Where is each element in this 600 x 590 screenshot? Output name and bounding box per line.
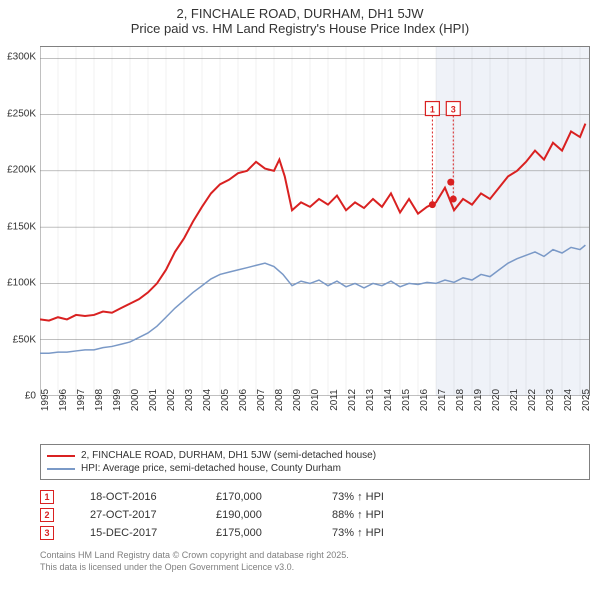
x-tick-label: 2024: [563, 389, 574, 411]
annotation-price: £175,000: [216, 527, 296, 539]
x-axis: 1995199619971998199920002001200220032004…: [40, 396, 590, 444]
annotation-date: 18-OCT-2016: [90, 491, 180, 503]
chart-svg: 13: [40, 47, 589, 396]
x-tick-label: 2000: [130, 389, 141, 411]
x-tick-label: 2011: [329, 389, 340, 411]
legend: 2, FINCHALE ROAD, DURHAM, DH1 5JW (semi-…: [40, 444, 590, 480]
x-tick-label: 2025: [581, 389, 592, 411]
footer-line1: Contains HM Land Registry data © Crown c…: [40, 550, 590, 562]
x-tick-label: 2023: [545, 389, 556, 411]
legend-row: 2, FINCHALE ROAD, DURHAM, DH1 5JW (semi-…: [47, 449, 583, 462]
x-tick-label: 2022: [527, 389, 538, 411]
x-tick-label: 2013: [365, 389, 376, 411]
x-tick-label: 2017: [437, 389, 448, 411]
marker-num-1: 1: [430, 105, 435, 115]
annotation-pct: 88% ↑ HPI: [332, 509, 384, 521]
x-tick-label: 2018: [455, 389, 466, 411]
title-address: 2, FINCHALE ROAD, DURHAM, DH1 5JW: [0, 6, 600, 21]
x-tick-label: 2009: [292, 389, 303, 411]
annotation-date: 15-DEC-2017: [90, 527, 180, 539]
annotation-row: 1 18-OCT-2016 £170,000 73% ↑ HPI: [40, 488, 590, 506]
shaded-region: [436, 47, 589, 396]
x-tick-label: 2001: [148, 389, 159, 411]
annotation-row: 2 27-OCT-2017 £190,000 88% ↑ HPI: [40, 506, 590, 524]
x-tick-label: 2003: [184, 389, 195, 411]
marker-dot: [429, 201, 436, 208]
footer-attribution: Contains HM Land Registry data © Crown c…: [40, 550, 590, 573]
legend-swatch: [47, 468, 75, 470]
y-tick-label: £150K: [7, 221, 36, 232]
x-tick-label: 1997: [76, 389, 87, 411]
legend-row: HPI: Average price, semi-detached house,…: [47, 462, 583, 475]
x-tick-label: 2016: [419, 389, 430, 411]
annotation-price: £170,000: [216, 491, 296, 503]
x-tick-label: 2002: [166, 389, 177, 411]
x-tick-label: 2019: [473, 389, 484, 411]
x-tick-label: 2021: [509, 389, 520, 411]
annotation-date: 27-OCT-2017: [90, 509, 180, 521]
title-subtitle: Price paid vs. HM Land Registry's House …: [0, 21, 600, 36]
y-tick-label: £300K: [7, 52, 36, 63]
annotation-marker: 2: [40, 508, 54, 522]
plot-area: 13: [40, 46, 590, 396]
x-tick-label: 2006: [238, 389, 249, 411]
x-tick-label: 1998: [94, 389, 105, 411]
y-tick-label: £250K: [7, 108, 36, 119]
x-tick-label: 2014: [383, 389, 394, 411]
y-tick-label: £200K: [7, 165, 36, 176]
x-tick-label: 1996: [58, 389, 69, 411]
x-tick-label: 2008: [274, 389, 285, 411]
annotation-price: £190,000: [216, 509, 296, 521]
x-tick-label: 2005: [220, 389, 231, 411]
legend-swatch: [47, 455, 75, 457]
x-tick-label: 2010: [310, 389, 321, 411]
marker-dot: [447, 179, 454, 186]
x-tick-label: 2012: [347, 389, 358, 411]
annotations-table: 1 18-OCT-2016 £170,000 73% ↑ HPI 2 27-OCT-201…: [40, 488, 590, 542]
annotation-row: 3 15-DEC-2017 £175,000 73% ↑ HPI: [40, 524, 590, 542]
x-tick-label: 1995: [40, 389, 51, 411]
annotation-marker: 3: [40, 526, 54, 540]
x-tick-label: 2015: [401, 389, 412, 411]
footer-line2: This data is licensed under the Open Gov…: [40, 562, 590, 574]
x-tick-label: 1999: [112, 389, 123, 411]
legend-label: 2, FINCHALE ROAD, DURHAM, DH1 5JW (semi-…: [81, 450, 376, 461]
legend-label: HPI: Average price, semi-detached house,…: [81, 463, 341, 474]
y-tick-label: £0: [25, 391, 36, 402]
x-tick-label: 2004: [202, 389, 213, 411]
annotation-pct: 73% ↑ HPI: [332, 527, 384, 539]
marker-num-3: 3: [451, 105, 456, 115]
marker-dot: [450, 195, 457, 202]
y-tick-label: £100K: [7, 278, 36, 289]
annotation-marker: 1: [40, 490, 54, 504]
annotation-pct: 73% ↑ HPI: [332, 491, 384, 503]
chart-title: 2, FINCHALE ROAD, DURHAM, DH1 5JW Price …: [0, 0, 600, 36]
x-tick-label: 2020: [491, 389, 502, 411]
chart-container: 2, FINCHALE ROAD, DURHAM, DH1 5JW Price …: [0, 0, 600, 590]
y-axis: £0£50K£100K£150K£200K£250K£300K: [0, 46, 40, 396]
x-tick-label: 2007: [256, 389, 267, 411]
y-tick-label: £50K: [13, 334, 36, 345]
